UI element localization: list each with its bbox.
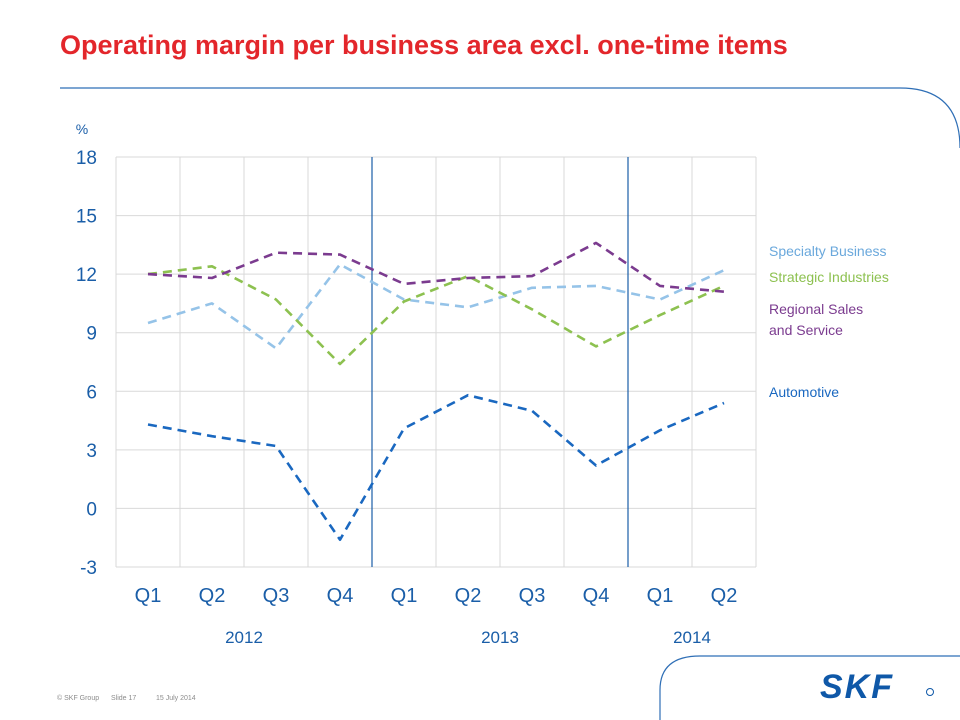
- series-line: [147, 263, 725, 350]
- y-tick-label: 9: [86, 324, 97, 345]
- skf-logo-text: SKF: [820, 668, 894, 704]
- x-tick-label: Q1: [391, 585, 418, 607]
- x-tick-label: Q3: [263, 585, 290, 607]
- bottom-right-curve: [659, 655, 960, 720]
- legend-entry: Specialty Business: [769, 241, 887, 262]
- year-label: 2013: [481, 628, 519, 647]
- top-right-curve: [60, 87, 960, 149]
- slide-title: Operating margin per business area excl.…: [60, 30, 788, 60]
- y-tick-label: 12: [76, 265, 97, 286]
- legend-entry-label: Automotive: [769, 384, 840, 400]
- year-label: 2014: [673, 628, 711, 647]
- y-axis-label: %: [76, 121, 88, 137]
- x-tick-label: Q3: [519, 585, 546, 607]
- legend-entry: Strategic Industries: [769, 267, 889, 288]
- legend-entry: Regional Sales and Service: [769, 299, 863, 341]
- x-tick-label: Q1: [135, 585, 162, 607]
- x-tick-label: Q4: [583, 585, 610, 607]
- y-tick-label: 6: [86, 382, 97, 403]
- registered-mark-icon: [926, 688, 934, 696]
- series-line: [147, 393, 725, 542]
- y-tick-label: 15: [76, 207, 97, 228]
- x-tick-label: Q2: [711, 585, 738, 607]
- y-tick-label: -3: [80, 558, 97, 579]
- footer-slide-number: Slide 17: [111, 695, 137, 702]
- legend-entry: Automotive: [769, 382, 839, 403]
- skf-logo: SKF: [820, 668, 934, 704]
- legend-entry-label: Specialty Business: [769, 243, 887, 259]
- x-tick-label: Q2: [199, 585, 226, 607]
- y-tick-label: 3: [86, 441, 97, 462]
- series-line: [147, 241, 725, 293]
- footer-copyright: © SKF Group: [57, 695, 100, 702]
- legend-entry-label: and Service: [769, 322, 843, 338]
- series-line: [147, 264, 725, 366]
- x-tick-label: Q4: [327, 585, 354, 607]
- legend-entry-label: Strategic Industries: [769, 269, 889, 285]
- x-tick-label: Q2: [455, 585, 482, 607]
- y-tick-label: 18: [76, 148, 97, 169]
- y-tick-label: 0: [86, 499, 97, 520]
- x-tick-label: Q1: [647, 585, 674, 607]
- footer-date: 15 July 2014: [156, 695, 196, 702]
- legend-entry-label: Regional Sales: [769, 301, 864, 317]
- year-label: 2012: [225, 628, 263, 647]
